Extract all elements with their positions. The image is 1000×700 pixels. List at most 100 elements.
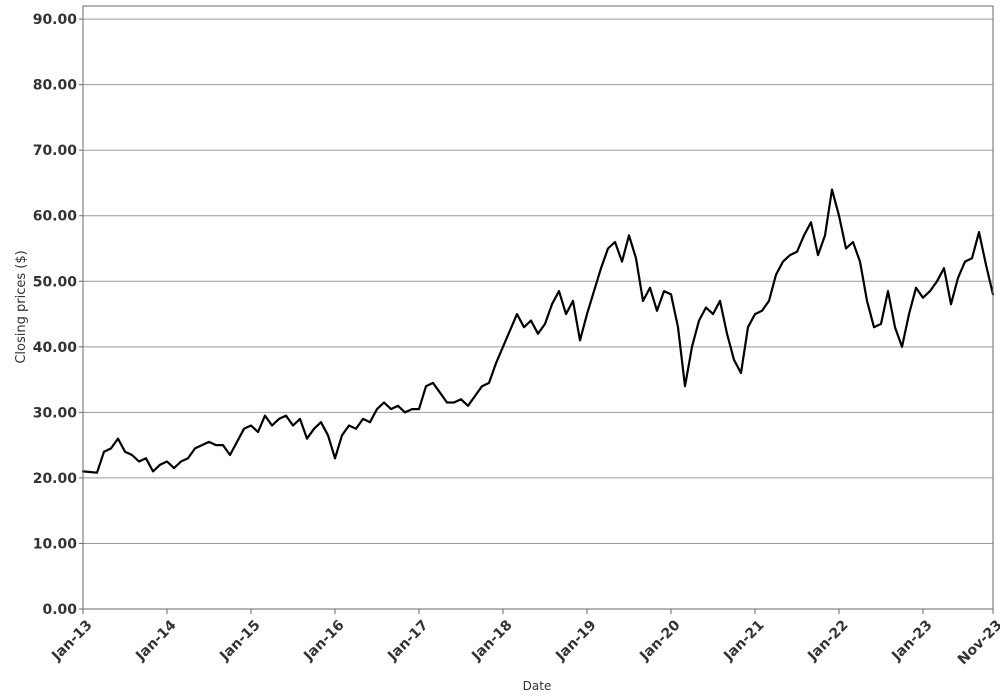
data-point [369, 421, 371, 424]
data-point [187, 457, 189, 460]
x-axis-ticks: Jan-13 Jan-14 Jan-15 Jan-16 Jan-17 Jan-18 Jan-… [48, 609, 1000, 668]
data-point [656, 310, 658, 312]
data-point [397, 405, 399, 407]
data-point [684, 385, 686, 388]
data-point [453, 401, 455, 404]
data-point [285, 414, 287, 417]
data-point [376, 408, 378, 410]
data-point [551, 303, 553, 306]
x-tick-label: Jan-23 [888, 617, 935, 664]
data-point [152, 470, 154, 473]
data-point [229, 454, 231, 456]
y-tick-label: 90.00 [33, 12, 78, 28]
data-point [733, 359, 735, 361]
data-point [404, 411, 406, 414]
data-point [859, 260, 861, 263]
data-point [572, 300, 574, 302]
x-tick-label: Jan-14 [132, 617, 179, 664]
x-tick-label: Jan-19 [552, 617, 599, 664]
data-point [915, 287, 917, 289]
y-tick-label: 40.00 [33, 340, 78, 356]
data-point [565, 313, 567, 315]
data-point [747, 326, 749, 329]
data-point [628, 234, 630, 237]
data-point [124, 450, 126, 453]
data-point [621, 260, 623, 263]
data-point [964, 260, 966, 263]
data-point [768, 300, 770, 302]
data-point [677, 326, 679, 329]
x-tick-label: Nov-23 [955, 617, 1000, 668]
data-point [642, 300, 644, 302]
data-point [488, 382, 490, 384]
data-point [411, 408, 413, 410]
data-point [607, 247, 609, 250]
y-tick-label: 60.00 [33, 209, 78, 225]
data-point [243, 428, 245, 430]
data-point [432, 382, 434, 384]
data-point [593, 290, 595, 292]
data-point [908, 313, 910, 315]
data-point [257, 431, 259, 433]
data-point [299, 418, 301, 420]
data-point [691, 346, 693, 348]
data-point [446, 401, 448, 404]
data-point [670, 293, 672, 296]
data-point [579, 339, 581, 342]
data-point [852, 241, 854, 243]
data-point [355, 428, 357, 430]
data-point [845, 247, 847, 250]
data-point [502, 346, 504, 348]
data-point [236, 441, 238, 443]
data-point [810, 221, 812, 224]
x-tick-label: Jan-16 [300, 617, 347, 664]
data-point [887, 290, 889, 292]
data-point [950, 303, 952, 306]
series-line-closing-prices [81, 188, 995, 474]
y-axis-ticks: 0.00 10.00 20.00 30.00 40.00 50.00 60.00 70.00 8… [33, 12, 83, 618]
data-point [817, 254, 819, 256]
y-tick-label: 0.00 [42, 602, 77, 618]
data-point [103, 450, 105, 453]
x-tick-label: Jan-13 [48, 617, 95, 664]
data-point [922, 296, 924, 299]
data-point [145, 457, 147, 460]
data-point [894, 326, 896, 329]
series-layer [81, 188, 995, 474]
data-point [306, 437, 308, 440]
data-point [880, 323, 882, 325]
x-axis-title: Date [523, 679, 552, 693]
y-tick-label: 10.00 [33, 536, 78, 552]
data-point [264, 414, 266, 417]
data-point [495, 362, 497, 365]
data-point [943, 267, 945, 270]
data-point [530, 319, 532, 322]
y-tick-label: 70.00 [33, 143, 78, 159]
data-point [341, 434, 343, 437]
data-point [544, 323, 546, 325]
data-point [936, 280, 938, 283]
data-point [166, 460, 168, 463]
data-point [537, 332, 539, 335]
data-point [719, 300, 721, 302]
data-point [96, 471, 98, 474]
data-point [586, 313, 588, 315]
data-point [222, 444, 224, 446]
data-point [320, 421, 322, 424]
data-point [425, 385, 427, 388]
data-point [726, 332, 728, 335]
data-point [663, 290, 665, 292]
data-point [348, 424, 350, 427]
data-point [698, 319, 700, 322]
y-tick-label: 50.00 [33, 274, 78, 290]
data-point [971, 257, 973, 260]
data-point [558, 290, 560, 292]
y-tick-label: 30.00 [33, 405, 78, 421]
data-point [117, 437, 119, 440]
data-point [754, 313, 756, 315]
data-point [110, 447, 112, 450]
x-tick-label: Jan-15 [216, 617, 263, 664]
data-point [292, 424, 294, 427]
data-point [712, 313, 714, 315]
